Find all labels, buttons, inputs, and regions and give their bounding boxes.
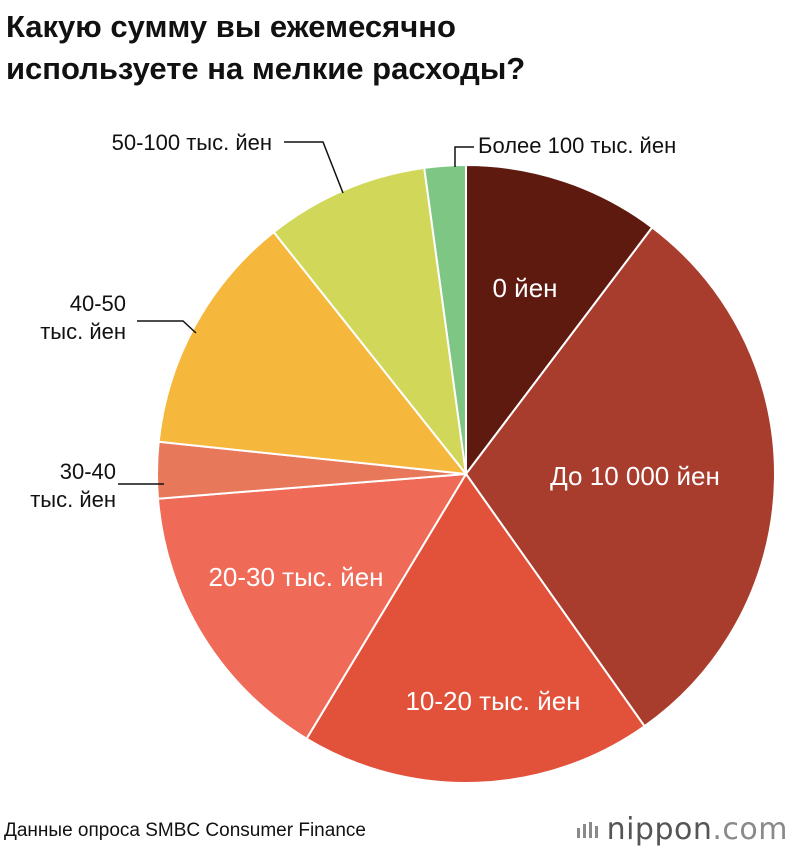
chart-title-line-2: используете на мелкие расходы?	[6, 51, 526, 86]
slice-label-40-50k-yen: 40-50 тыс. йен	[40, 291, 126, 344]
brand-name: nippon	[606, 812, 713, 847]
leader-over-100k	[454, 146, 474, 167]
slice-label-50-100k-yen: 50-100 тыс. йен	[112, 130, 272, 155]
pie-slice-2	[305, 472, 646, 784]
chart-title: Какую сумму вы ежемесячно используете на…	[6, 6, 766, 90]
slice-label-30-40k-yen: 30-40 тыс. йен	[30, 459, 116, 512]
label-leader-lines	[118, 141, 474, 485]
slice-label-up-to-10000-yen: До 10 000 йен	[550, 461, 720, 491]
slice-label-10-20k-yen: 10-20 тыс. йен	[405, 686, 580, 716]
pie-slice-3	[156, 472, 468, 741]
source-note: Данные опроса SMBC Consumer Finance	[4, 820, 366, 841]
pie-slice-6	[272, 166, 468, 478]
leader-50-100k	[284, 141, 344, 194]
leader-40-50k	[137, 320, 197, 334]
pie-slices	[156, 163, 776, 784]
slice-label-over-100k-yen: Более 100 тыс. йен	[478, 133, 676, 158]
chart-title-line-1: Какую сумму вы ежемесячно	[6, 9, 456, 44]
pie-slice-5	[157, 230, 469, 476]
pie-slice-1	[464, 226, 776, 728]
brand-suffix: .com	[712, 812, 788, 847]
brand-bars-icon	[576, 821, 598, 838]
pie-slice-0	[465, 163, 654, 477]
slice-label-0-yen: 0 йен	[492, 273, 557, 303]
brand-logo: nippon.com	[576, 812, 788, 847]
slice-label-20-30k-yen: 20-30 тыс. йен	[208, 562, 383, 592]
pie-slice-7	[423, 163, 467, 475]
